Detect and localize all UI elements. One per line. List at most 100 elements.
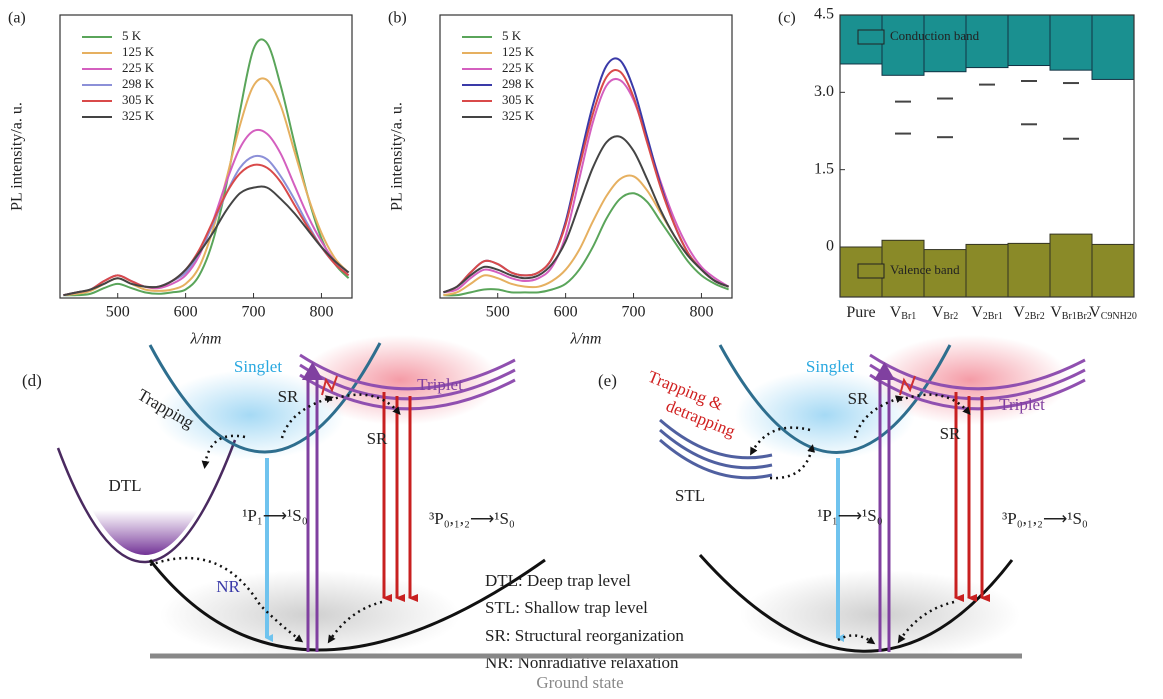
- triplet-curve: [869, 373, 1086, 411]
- y-tick-label: 0: [826, 238, 834, 255]
- legend-swatch: [857, 29, 885, 45]
- trap-curve: [659, 418, 773, 460]
- singlet-label: Singlet: [806, 357, 854, 376]
- category-main: Pure: [846, 304, 875, 321]
- nr-label: NR: [216, 577, 240, 596]
- valence-band: [965, 243, 1009, 298]
- category-subscript: 2Br2: [1025, 311, 1045, 322]
- transition-label: ³P₀,₁,₂⟶¹S₀: [1002, 509, 1088, 528]
- x-axis-label: λ/nm: [190, 331, 222, 348]
- excitation-arrowhead: [874, 362, 895, 380]
- trap-curve: [659, 438, 773, 480]
- legend-swatch: [857, 263, 885, 279]
- legend-entry: DTL: Deep trap level: [485, 571, 631, 590]
- panel-label: (b): [388, 10, 407, 27]
- sr-label: SR: [848, 389, 869, 408]
- series-line: [63, 38, 350, 297]
- x-tick-label: 700: [242, 304, 266, 321]
- nr-arrow: [149, 556, 304, 643]
- conduction-band: [1049, 14, 1093, 71]
- y-tick-label: 4.5: [814, 6, 834, 23]
- triplet-label: Triplet: [999, 395, 1045, 414]
- legend-label: 5 K: [122, 28, 142, 43]
- x-tick-label: VBr2: [932, 304, 959, 323]
- panel-label: (c): [778, 10, 796, 27]
- diagram-e: (e) Singlet Trapping & detrapping SR Tri…: [598, 335, 1088, 660]
- series-line: [443, 69, 729, 294]
- x-tick-label: V2Br1: [971, 304, 1003, 323]
- category-subscript: 2Br1: [983, 311, 1003, 322]
- conduction-band: [1007, 14, 1051, 67]
- legend-label: 5 K: [502, 28, 522, 43]
- sr-label: SR: [367, 429, 388, 448]
- category-main: V: [1013, 304, 1025, 321]
- trapping-arrow: [750, 426, 811, 456]
- series-line: [63, 163, 350, 297]
- legend-label: 325 K: [122, 108, 155, 123]
- legend-label: 125 K: [122, 44, 155, 59]
- legend-entry: SR: Structural reorganization: [485, 626, 684, 645]
- trap-fill: [92, 510, 198, 555]
- x-tick-label: 600: [554, 304, 578, 321]
- x-tick-label: VBr1: [890, 304, 917, 323]
- plot-frame: [439, 14, 733, 299]
- triplet-curve: [869, 363, 1086, 401]
- legend-label: 305 K: [122, 92, 155, 107]
- valence-band: [1049, 233, 1093, 298]
- diagram-d: (d) Singlet Trapping SR Triplet SR DTL ¹…: [22, 335, 546, 660]
- singlet-curve: [718, 344, 952, 454]
- trap-label: DTL: [108, 476, 141, 495]
- valence-band: [1091, 243, 1135, 298]
- squiggle: [321, 375, 338, 396]
- ground-curve: [148, 558, 546, 652]
- sr-arrow: [329, 393, 401, 416]
- legend-label: Conduction band: [890, 28, 980, 43]
- triplet-glow: [300, 335, 500, 425]
- plot-frame: [59, 14, 353, 299]
- category-subscript: Br1Br2: [1062, 311, 1092, 322]
- nr-arrow: [897, 600, 955, 644]
- x-tick-label: 700: [622, 304, 646, 321]
- conduction-band: [965, 14, 1009, 69]
- category-main: V: [932, 304, 944, 321]
- series-line: [443, 77, 730, 294]
- ground-state-label: Ground state: [536, 673, 623, 692]
- category-main: V: [971, 304, 983, 321]
- x-tick-label: 800: [309, 304, 333, 321]
- triplet-glow: [870, 335, 1070, 425]
- singlet-label: Singlet: [234, 357, 282, 376]
- category-subscript: C9NH20: [1101, 311, 1137, 322]
- x-tick-label: VBr1Br2: [1050, 304, 1092, 323]
- category-subscript: Br1: [901, 311, 916, 322]
- trap-curve: [659, 428, 773, 470]
- singlet-curve: [148, 342, 382, 454]
- x-tick-label: 500: [106, 304, 130, 321]
- singlet-glow: [155, 370, 345, 460]
- y-tick-label: 1.5: [814, 160, 834, 177]
- series-line: [63, 128, 350, 297]
- transition-label: ¹P₁⟶¹S₀: [817, 506, 882, 525]
- series-line: [443, 135, 729, 294]
- category-main: V: [1050, 304, 1062, 321]
- triplet-curve: [299, 353, 516, 391]
- x-tick-label: 800: [689, 304, 713, 321]
- legend-label: 125 K: [502, 44, 535, 59]
- legend-label: Valence band: [890, 262, 960, 277]
- conduction-band: [881, 14, 925, 76]
- squiggle: [899, 375, 916, 396]
- sr-arrow: [899, 393, 971, 416]
- series-line: [443, 192, 729, 297]
- valence-band: [923, 249, 967, 298]
- y-axis-label: PL intensity/a. u.: [389, 102, 406, 211]
- plot-frame: [839, 14, 1135, 298]
- singlet-glow: [735, 370, 915, 460]
- legend-label: 225 K: [122, 60, 155, 75]
- excitation-arrowhead: [302, 362, 323, 380]
- panel-label: (d): [22, 371, 42, 390]
- triplet-label: Triplet: [417, 375, 463, 394]
- valence-band: [1007, 242, 1051, 298]
- legend-entry: STL: Shallow trap level: [485, 598, 648, 617]
- category-main: V: [1089, 304, 1101, 321]
